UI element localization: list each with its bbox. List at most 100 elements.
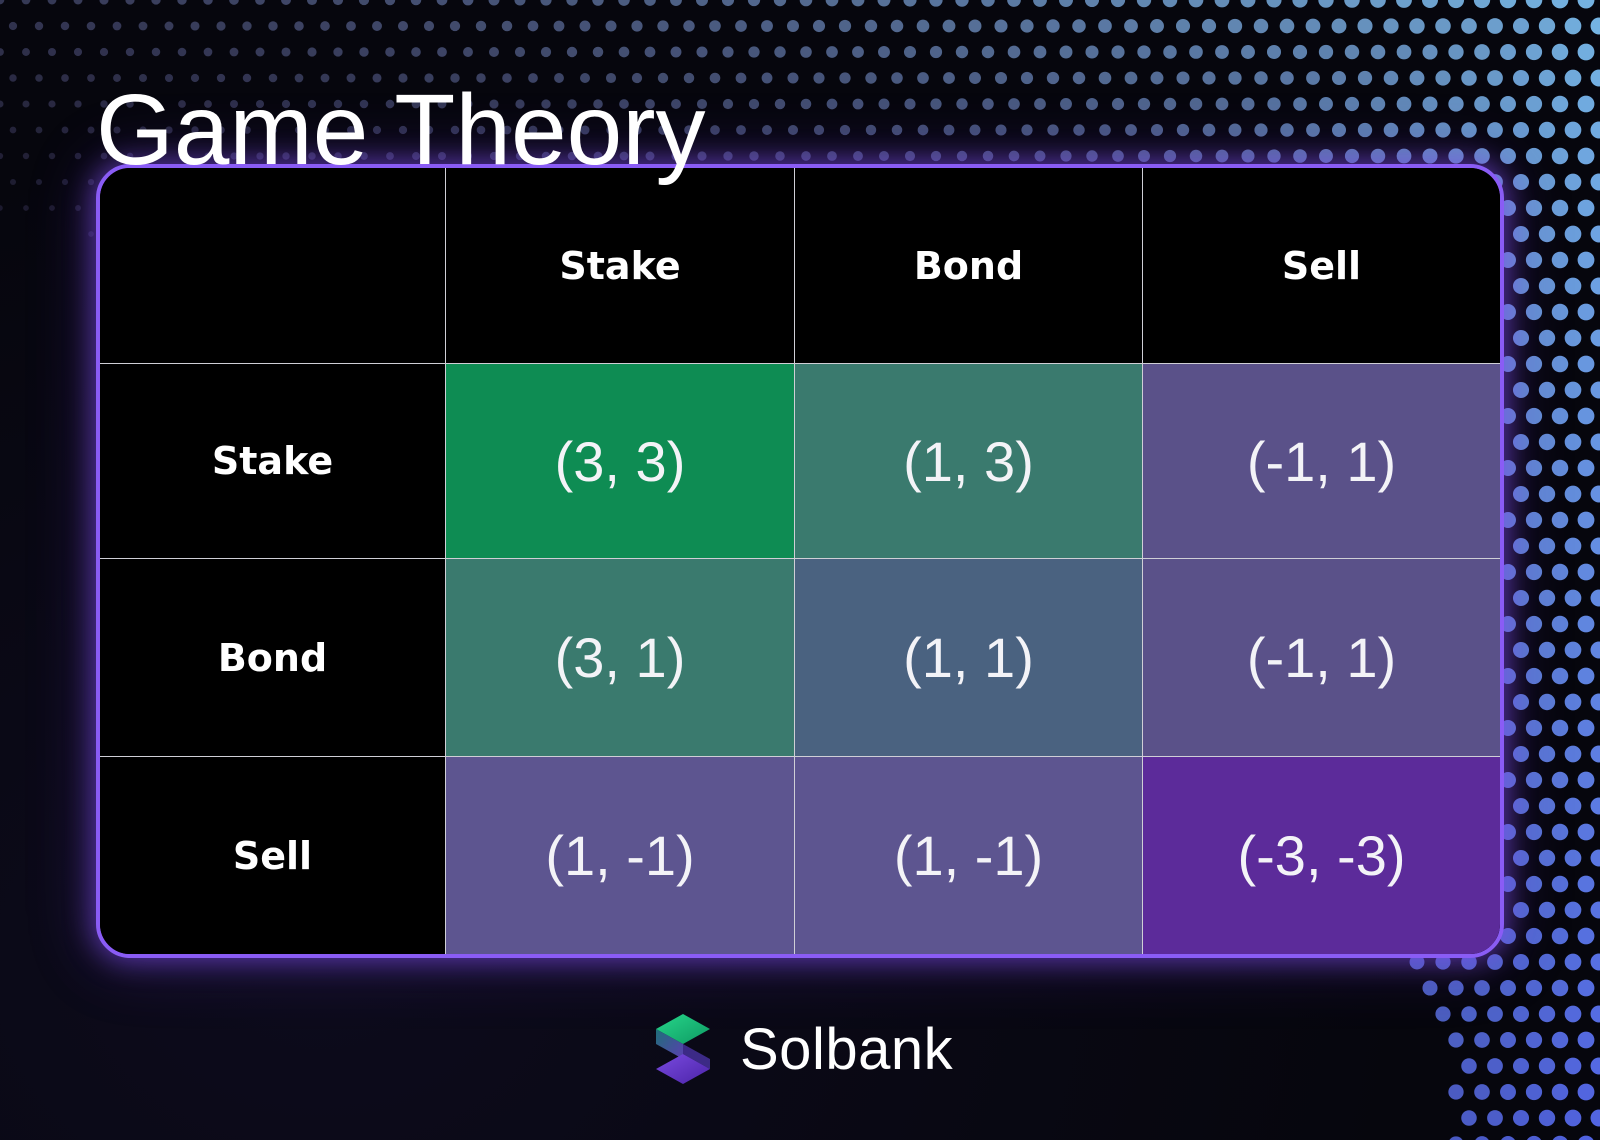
background-dot: [1357, 18, 1373, 34]
background-dot: [787, 72, 799, 84]
background-dot: [1214, 0, 1230, 8]
background-dot: [1370, 148, 1386, 164]
background-dot: [1500, 200, 1516, 216]
background-dot: [1512, 173, 1530, 191]
background-dot: [1266, 0, 1282, 8]
background-dot: [1448, 44, 1464, 60]
background-dot: [1590, 433, 1600, 451]
background-dot: [332, 0, 344, 6]
background-dot: [851, 0, 865, 7]
background-dot: [1538, 693, 1556, 711]
background-dot: [1538, 1057, 1556, 1075]
background-dot: [878, 46, 890, 58]
background-dot: [462, 0, 474, 6]
background-dot: [139, 74, 147, 82]
background-dot: [891, 124, 903, 136]
background-dot: [436, 0, 448, 6]
background-dot: [1098, 71, 1112, 85]
background-dot: [243, 126, 251, 134]
background-dot: [1538, 641, 1556, 659]
background-dot: [852, 46, 864, 58]
background-dot: [657, 20, 669, 32]
background-dot: [21, 0, 31, 5]
background-dot: [1396, 96, 1412, 112]
background-dot: [23, 205, 29, 211]
background-dot: [1318, 44, 1334, 60]
background-dot: [1254, 71, 1268, 85]
background-dot: [981, 45, 995, 59]
background-dot: [1590, 1057, 1600, 1075]
background-dot: [825, 0, 839, 7]
background-dot: [1189, 45, 1203, 59]
background-dot: [1577, 511, 1595, 529]
background-dot: [1525, 303, 1543, 321]
background-dot: [463, 99, 473, 109]
background-dot: [1500, 304, 1516, 320]
background-dot: [955, 45, 969, 59]
background-dot: [334, 152, 342, 160]
background-dot: [1551, 875, 1569, 893]
background-dot: [1331, 70, 1347, 86]
background-dot: [1059, 0, 1073, 7]
background-dot: [1538, 901, 1556, 919]
background-dot: [1500, 824, 1516, 840]
background-dot: [1525, 0, 1543, 9]
background-dot: [1499, 0, 1517, 9]
background-dot: [1512, 17, 1530, 35]
background-dot: [1590, 849, 1600, 867]
background-dot: [412, 152, 420, 160]
background-dot: [1137, 45, 1151, 59]
background-dot: [1461, 70, 1477, 86]
background-dot: [1474, 148, 1490, 164]
background-dot: [982, 98, 994, 110]
background-dot: [955, 0, 969, 7]
background-dot: [1176, 71, 1190, 85]
background-dot: [437, 99, 447, 109]
background-dot: [904, 98, 916, 110]
background-dot: [372, 73, 382, 83]
background-dot: [514, 46, 526, 58]
background-dot: [22, 100, 30, 108]
background-dot: [1525, 719, 1543, 737]
background-dot: [1474, 44, 1490, 60]
background-dot: [827, 151, 837, 161]
background-dot: [1124, 71, 1138, 85]
background-dot: [645, 99, 655, 109]
background-dot: [488, 46, 500, 58]
background-dot: [1073, 124, 1085, 136]
background-dot: [1512, 641, 1530, 659]
background-dot: [566, 0, 578, 6]
background-dot: [384, 0, 396, 6]
background-dot: [100, 152, 108, 160]
background-dot: [1577, 719, 1595, 737]
background-dot: [593, 99, 603, 109]
background-dot: [320, 21, 330, 31]
background-dot: [268, 21, 278, 31]
background-dot: [865, 72, 877, 84]
background-dot: [1512, 693, 1530, 711]
background-dot: [774, 46, 786, 58]
background-dot: [1577, 979, 1595, 997]
payoff-cell-sell-stake: (1, -1): [446, 757, 795, 954]
background-dot: [541, 151, 551, 161]
background-dot: [1525, 147, 1543, 165]
background-dot: [994, 19, 1008, 33]
background-dot: [1578, 1135, 1594, 1140]
background-dot: [799, 0, 813, 7]
background-dot: [1072, 71, 1086, 85]
background-dot: [1501, 1136, 1515, 1140]
background-dot: [1551, 979, 1569, 997]
background-dot: [1577, 1083, 1595, 1101]
background-dot: [1111, 97, 1125, 111]
background-dot: [398, 125, 408, 135]
background-dot: [1033, 0, 1047, 7]
background-dot: [1538, 381, 1556, 399]
column-header-bond: Bond: [795, 168, 1143, 364]
background-dot: [125, 47, 135, 57]
background-dot: [1564, 537, 1582, 555]
background-dot: [1564, 485, 1582, 503]
background-dot: [1409, 18, 1425, 34]
brand-logo: Solbank: [652, 1012, 953, 1086]
background-dot: [1551, 251, 1569, 269]
background-dot: [126, 152, 134, 160]
